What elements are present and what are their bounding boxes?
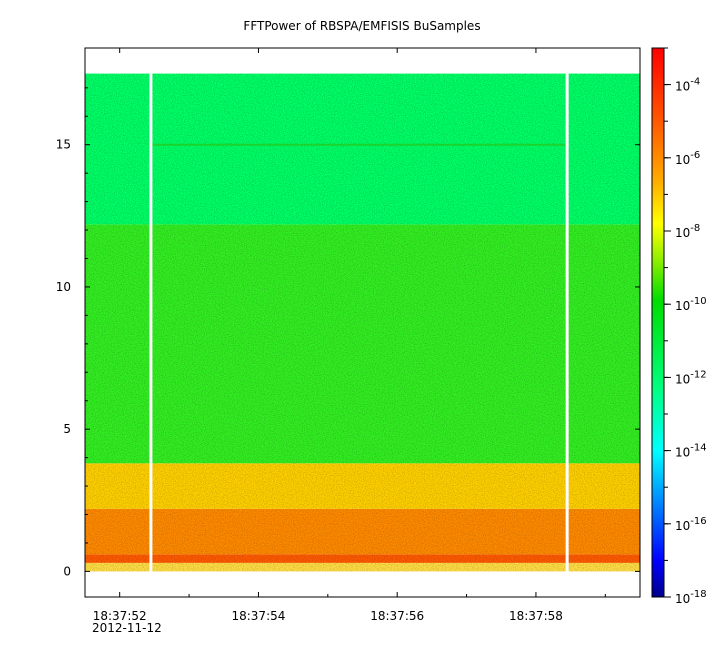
- spectrum-band-0: [85, 562, 640, 572]
- colorbar-tick-label-3: 10-10: [675, 296, 707, 313]
- x-axis: 18:37:52 18:37:54 18:37:56 18:37:58: [93, 48, 606, 623]
- y-tick-label-3: 15: [56, 138, 71, 152]
- y-axis: 0 5 10 15: [56, 87, 640, 578]
- spectrum-band-3: [85, 463, 640, 509]
- plot-frame: [84, 47, 641, 598]
- spectrum-band-5: [85, 73, 640, 225]
- x-tick-label-3: 18:37:58: [509, 609, 563, 623]
- colorbar: [652, 48, 664, 597]
- data-gaps: [149, 73, 569, 572]
- x-axis-date-label: 2012-11-12: [92, 621, 162, 635]
- colorbar-frame: [651, 47, 665, 598]
- chart-title: FFTPower of RBSPA/EMFISIS BuSamples: [243, 19, 480, 33]
- colorbar-tick-label-4: 10-12: [675, 369, 707, 386]
- colorbar-tick-label-0: 10-4: [675, 77, 700, 94]
- spectrum-band-2: [85, 508, 640, 555]
- colorbar-tick-label-1: 10-6: [675, 150, 700, 167]
- colorbar-tick-label-2: 10-8: [675, 223, 700, 240]
- spectrum-bands: [85, 73, 640, 572]
- y-tick-label-2: 10: [56, 280, 71, 294]
- y-tick-label-1: 5: [63, 422, 71, 436]
- colorbar-tick-label-5: 10-14: [675, 443, 707, 460]
- spectrum-band-1: [85, 554, 640, 563]
- colorbar-axis: 10-4 10-6 10-8 10-10 10-12 10-14 10-16 10-18: [664, 47, 707, 606]
- colorbar-tick-label-6: 10-16: [675, 516, 707, 533]
- data-gap-1: [565, 73, 569, 572]
- spectrogram-heatmap: [85, 73, 640, 572]
- data-gap-0: [149, 73, 153, 572]
- x-tick-label-1: 18:37:54: [231, 609, 285, 623]
- colorbar-tick-label-7: 10-18: [675, 589, 707, 606]
- spectrum-band-4: [85, 224, 640, 464]
- y-tick-label-0: 0: [63, 564, 71, 578]
- x-tick-label-0: 18:37:52: [93, 609, 147, 623]
- x-tick-label-2: 18:37:56: [370, 609, 424, 623]
